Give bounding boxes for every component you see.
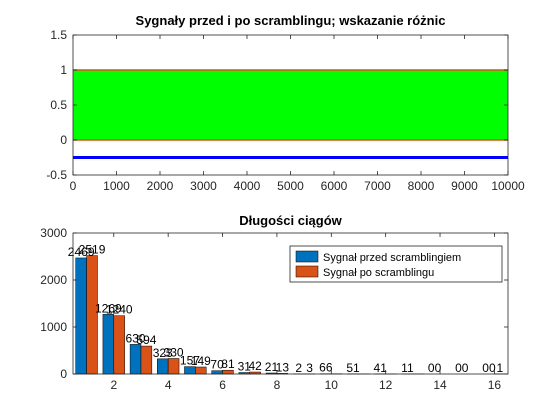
data-label: 2 — [295, 361, 302, 375]
bar — [129, 344, 142, 375]
data-label: 70 — [210, 358, 224, 372]
axes-box — [72, 232, 509, 375]
signals-axes: 0 1000 2000 3000 4000 5000 6000 7000 8000 9000 100… — [46, 13, 525, 193]
x-tick-label: 0 — [70, 179, 77, 193]
y-tick-label: 0 — [60, 133, 67, 147]
legend-swatch — [295, 265, 319, 278]
x-tick-label: 6000 — [321, 179, 348, 193]
legend-box — [289, 245, 503, 283]
data-label: 630 — [126, 331, 146, 345]
y-tick-label: 0.5 — [50, 98, 67, 112]
x-tick-label: 10 — [325, 378, 339, 392]
x-tick-label: 14 — [433, 378, 447, 392]
bar — [157, 358, 169, 375]
data-label: 31 — [238, 360, 252, 374]
data-label: 81 — [221, 357, 235, 371]
y-tick-label: -0.5 — [46, 168, 67, 182]
x-tick-label: 4000 — [234, 179, 261, 193]
data-label: 00 — [482, 361, 496, 375]
data-label: 3 — [306, 361, 313, 375]
y-tick-label: 3000 — [40, 226, 67, 240]
x-tick-label: 5000 — [277, 179, 304, 193]
y-tick-label: 1000 — [40, 320, 67, 334]
x-tick-label: 4 — [165, 378, 172, 392]
y-tick-label: 1 — [60, 63, 67, 77]
y-tick-label: 1.5 — [50, 28, 67, 42]
chart-title: Sygnały przed i po scramblingu; wskazani… — [136, 13, 446, 28]
data-label: 2519 — [79, 243, 106, 257]
signal-before-band — [73, 70, 508, 140]
x-tick-label: 1000 — [103, 179, 130, 193]
y-tick-label: 2000 — [40, 273, 67, 287]
bar — [75, 257, 87, 375]
x-tick-label: 6 — [219, 378, 226, 392]
x-tick-label: 8000 — [408, 179, 435, 193]
x-tick-label: 7000 — [364, 179, 391, 193]
legend: Sygnał przed scramblingiem Sygnał po scra… — [289, 245, 503, 283]
legend-swatch — [295, 250, 319, 263]
y-tick-label: 0 — [60, 367, 67, 381]
bar — [140, 345, 153, 375]
x-tick-label: 3000 — [190, 179, 217, 193]
data-label: 51 — [346, 361, 360, 375]
x-tick-label: 8 — [274, 378, 281, 392]
data-label: 13 — [276, 360, 290, 374]
chart-title: Długości ciągów — [239, 213, 342, 228]
data-label: 149 — [191, 354, 211, 368]
legend-label: Sygnał po scramblingu — [323, 267, 434, 279]
x-tick-label: 9000 — [451, 179, 478, 193]
data-label: 1240 — [106, 303, 133, 317]
x-tick-label: 2000 — [147, 179, 174, 193]
data-label: 323 — [153, 346, 173, 360]
data-label: 66 — [319, 361, 333, 375]
bar — [113, 315, 125, 375]
data-label: 2469 — [68, 245, 95, 259]
x-tick-label: 12 — [379, 378, 393, 392]
x-tick-label: 2 — [110, 378, 117, 392]
data-label: 21 — [265, 360, 279, 374]
data-label: 00 — [428, 361, 442, 375]
data-label: 41 — [374, 361, 388, 375]
legend-label: Sygnał przed scramblingiem — [323, 252, 461, 264]
bar — [102, 314, 115, 375]
bar — [167, 358, 180, 375]
data-label: 42 — [248, 359, 262, 373]
data-label: 157 — [180, 354, 200, 368]
data-label: 330 — [164, 345, 184, 359]
data-label: 00 — [455, 361, 469, 375]
data-label: 1 — [497, 361, 504, 375]
data-label: 1269 — [95, 301, 122, 315]
x-tick-label: 16 — [488, 378, 502, 392]
data-label: 11 — [401, 361, 414, 375]
data-label: 594 — [136, 333, 156, 347]
x-tick-label: 10000 — [491, 179, 525, 193]
bar — [195, 366, 207, 375]
